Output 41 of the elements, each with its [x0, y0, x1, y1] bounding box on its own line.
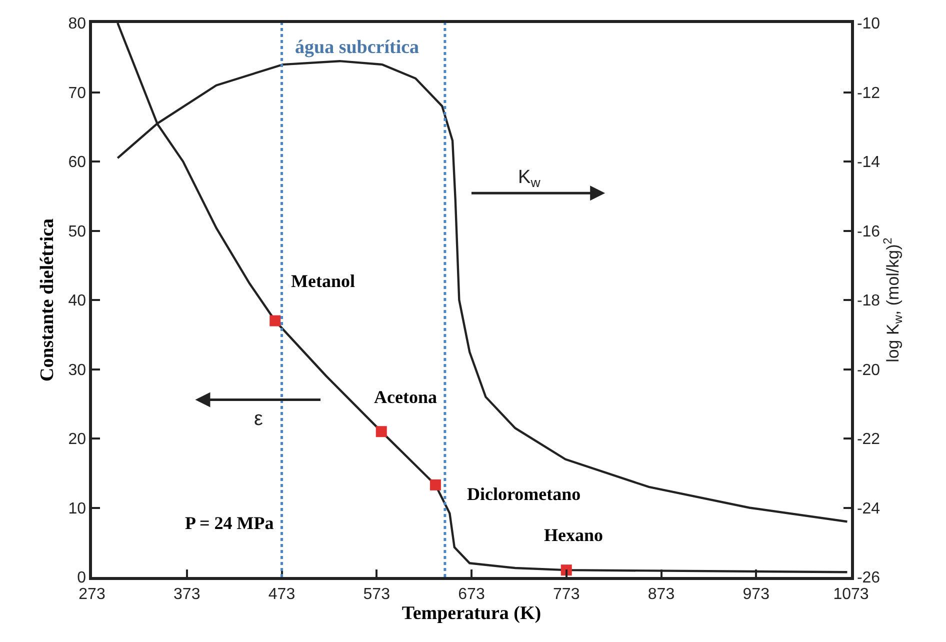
point — [270, 315, 281, 326]
x-tick-label: 973 — [742, 586, 770, 603]
y-tick-label: 50 — [68, 223, 86, 240]
annotation: Acetona — [374, 387, 437, 407]
y2-tick-label: -18 — [856, 292, 880, 310]
x-tick-label: 273 — [78, 586, 106, 603]
y2-tick-label: -16 — [856, 223, 880, 240]
y2-tick-label: -10 — [856, 16, 880, 33]
x-tick-label: 573 — [363, 586, 390, 603]
y-tick-label: 40 — [68, 292, 86, 310]
y-tick-label: 30 — [68, 362, 86, 379]
y2-tick-label: -22 — [856, 431, 880, 448]
y2-tick-label: -26 — [856, 570, 880, 587]
y-tick-label: 0 — [77, 570, 86, 587]
y2-tick-label: -12 — [856, 84, 880, 102]
y2-tick-label: -14 — [856, 154, 880, 172]
x-tick-label: 373 — [174, 586, 200, 603]
annotation: ε — [254, 408, 263, 430]
point — [376, 426, 387, 438]
x-tick-label: 873 — [648, 586, 675, 603]
x-tick-label: 473 — [268, 586, 296, 603]
y-tick-label: 60 — [68, 154, 86, 172]
point — [560, 564, 572, 576]
y2-tick-label: -24 — [856, 500, 880, 518]
x-tick-label: 673 — [458, 586, 485, 603]
y2-tick-label: -20 — [856, 362, 880, 379]
annotation: água subcrítica — [295, 37, 420, 58]
y-axis-title: Constante dielétrica — [37, 218, 58, 382]
annotation: P = 24 MPa — [185, 513, 274, 533]
x-tick-label: 773 — [553, 586, 580, 603]
x-tick-label: 1073 — [833, 586, 869, 603]
annotation: Hexano — [544, 525, 604, 545]
point — [430, 479, 441, 490]
y-tick-label: 10 — [68, 500, 86, 518]
y-tick-label: 80 — [68, 16, 86, 33]
annotation: Metanol — [291, 271, 355, 291]
x-axis-title: Temperatura (K) — [402, 602, 542, 624]
annotation: Diclorometano — [467, 484, 581, 504]
annotation: K$_{w}$ — [518, 167, 541, 190]
y-tick-label: 20 — [68, 431, 86, 448]
y-tick-label: 70 — [68, 84, 86, 102]
